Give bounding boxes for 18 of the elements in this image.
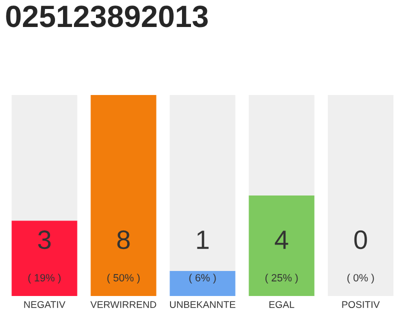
x-tick-label: NEGATIV (24, 301, 66, 308)
data-label: 3 ( 19% ) (28, 230, 61, 284)
bar (90, 95, 156, 296)
data-label: 1 ( 6% ) (189, 230, 216, 284)
bar (12, 220, 78, 296)
x-tick-label: POSITIV (342, 301, 380, 308)
annotation: 0 ( 0% ) (347, 230, 374, 284)
data-label: 8 ( 50% ) (107, 230, 140, 284)
bar (170, 270, 236, 296)
chart-title: 025123892013 (6, 6, 208, 28)
bar (248, 196, 314, 296)
data-label: 4 ( 25% ) (265, 230, 298, 284)
bar (170, 95, 236, 271)
x-tick-label: VERWIRREND (90, 301, 156, 308)
x-tick-label: UNBEKANNTE (170, 301, 236, 308)
x-tick-label: EGAL (269, 301, 294, 308)
bar (248, 95, 314, 196)
bar (12, 95, 78, 221)
